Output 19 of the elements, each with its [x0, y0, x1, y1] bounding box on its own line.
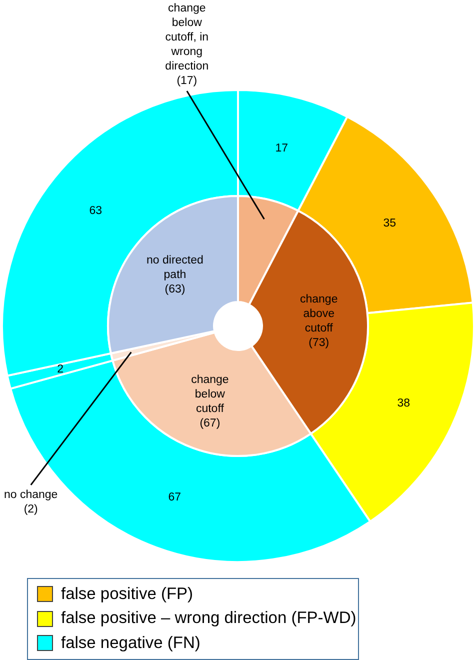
data-label: (73)	[308, 337, 330, 350]
data-label: 35	[383, 218, 396, 230]
slice-label: no change	[4, 489, 58, 502]
data-label: 2	[57, 364, 64, 376]
data-label: (63)	[164, 284, 186, 296]
data-label: 38	[397, 398, 410, 410]
slice-label: no directed path	[146, 254, 204, 282]
data-label: (67)	[200, 418, 220, 430]
legend-label: false positive – wrong direction (FP-WD)	[61, 609, 356, 628]
data-label: 67	[168, 492, 181, 504]
data-label: 17	[275, 142, 288, 154]
slice-label: change above cutoff	[300, 294, 338, 335]
data-label: (17)	[176, 74, 198, 87]
legend-label: false negative (FN)	[61, 634, 200, 653]
data-label: (2)	[24, 504, 38, 516]
data-label: 63	[89, 205, 102, 218]
slice-label: change below cutoff	[191, 374, 229, 416]
slice-label: change below cutoff, in wrong direction	[165, 2, 209, 72]
legend-label: false positive (FP)	[61, 584, 194, 604]
